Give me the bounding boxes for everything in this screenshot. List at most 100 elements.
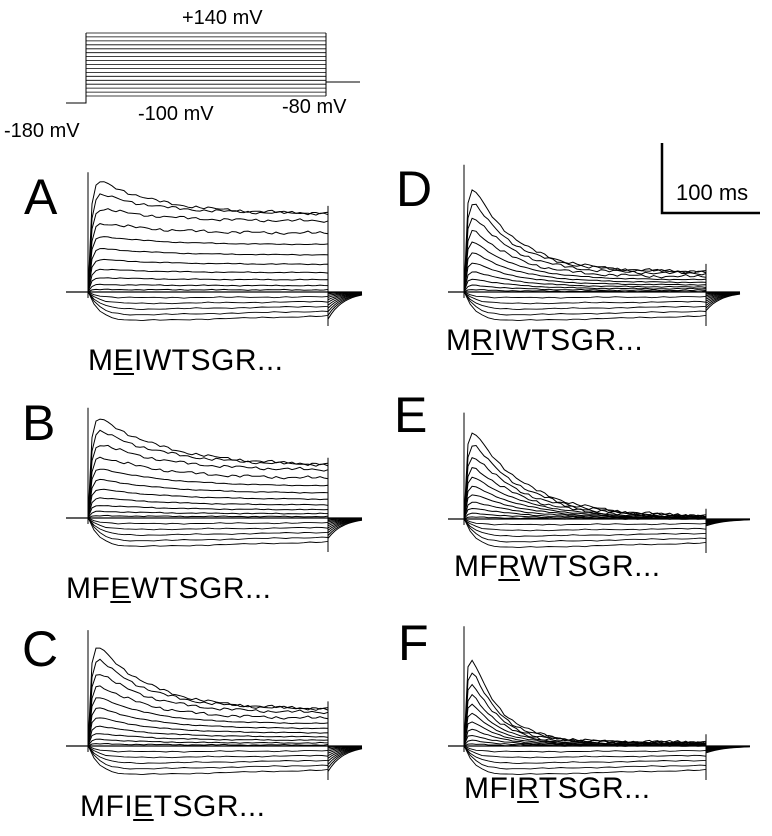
panel-C-traces [66, 630, 363, 780]
sequence-c-suffix: TSGR... [153, 790, 266, 823]
sequence-f-suffix: TSGR... [538, 772, 651, 805]
current-trace [463, 467, 751, 524]
current-trace [87, 725, 363, 752]
panel-F-traces [448, 626, 751, 780]
panel-D-traces [448, 164, 741, 326]
current-trace [87, 208, 363, 314]
inward-current-trace [463, 518, 707, 549]
inward-current-trace [463, 745, 707, 776]
inward-current-trace [463, 744, 707, 770]
current-trace [87, 738, 362, 749]
inward-current-trace [87, 518, 329, 531]
current-trace [87, 497, 363, 523]
current-trace [87, 685, 363, 763]
current-trace [87, 283, 362, 295]
current-trace [463, 252, 741, 300]
current-trace [87, 707, 363, 757]
panel-letter-c: C [22, 621, 59, 677]
inward-current-trace [463, 290, 707, 316]
inward-current-trace [463, 744, 707, 765]
current-trace [87, 505, 363, 522]
current-trace [87, 468, 363, 529]
sequence-d-prefix: M [446, 324, 472, 357]
panel-letter-a: A [24, 169, 58, 225]
inward-current-trace [87, 745, 329, 753]
sequence-label-f: MFIRTSGR... [464, 774, 651, 804]
panel-E-traces [448, 412, 751, 553]
sequence-label-d: MRIWTSGR... [446, 326, 643, 356]
panel-letter-d: D [396, 161, 433, 217]
current-trace [87, 288, 362, 294]
current-trace [463, 262, 741, 298]
current-trace [463, 189, 741, 312]
voltage-protocol [66, 32, 360, 104]
current-trace [463, 284, 741, 294]
inward-current-trace [463, 517, 707, 543]
inward-current-trace [87, 516, 329, 537]
sequence-label-c: MFIETSGR... [80, 792, 266, 822]
current-trace [87, 268, 363, 299]
current-trace [87, 418, 363, 540]
sequence-b-suffix: WTSGR... [130, 572, 272, 605]
current-trace [87, 647, 363, 774]
protocol-tail-voltage-label: -80 mV [282, 96, 347, 118]
sequence-e-mutation: R [498, 550, 520, 583]
current-trace [87, 733, 362, 750]
sequence-a-suffix: IWTSGR... [134, 344, 284, 377]
sequence-label-e: MFRWTSGR... [454, 552, 661, 582]
inward-current-trace [87, 517, 329, 525]
current-trace [87, 456, 363, 532]
panel-letter-b: B [22, 395, 56, 451]
current-trace [87, 717, 363, 754]
protocol-step-voltage-label: -100 mV [138, 103, 214, 125]
current-trace [87, 510, 363, 520]
current-trace [463, 271, 741, 297]
sequence-a-mutation: E [113, 344, 135, 377]
inward-current-trace [87, 292, 329, 305]
current-trace [463, 432, 751, 527]
current-trace [87, 444, 363, 534]
sequence-d-mutation: R [471, 324, 494, 357]
current-trace [463, 659, 751, 754]
current-trace [87, 514, 363, 519]
panel-letter-f: F [398, 615, 429, 671]
inward-current-trace [87, 746, 329, 759]
inward-current-trace [87, 290, 329, 311]
inward-current-trace [87, 291, 329, 322]
panel-A-traces [66, 172, 363, 326]
current-trace [87, 223, 363, 310]
scale-bar-line [660, 143, 760, 215]
current-trace [463, 278, 740, 295]
sequence-f-mutation: R [517, 772, 539, 805]
inward-current-trace [87, 744, 329, 765]
sequence-b-prefix: MF [66, 572, 111, 605]
inward-current-trace [463, 519, 707, 532]
current-trace [87, 236, 363, 307]
sequence-a-prefix: M [88, 344, 114, 377]
current-trace [87, 193, 363, 317]
current-trace [463, 693, 751, 751]
current-trace [87, 478, 363, 527]
scale-bar-label: 100 ms [676, 180, 749, 205]
inward-current-trace [463, 292, 707, 305]
sequence-e-suffix: WTSGR... [519, 550, 661, 583]
current-trace [463, 672, 751, 753]
inward-current-trace [463, 746, 707, 759]
protocol-top-voltage-label: +140 mV [182, 7, 263, 29]
sequence-c-prefix: MFI [80, 790, 134, 823]
current-trace [87, 247, 363, 304]
current-trace [463, 229, 741, 305]
current-trace [87, 258, 363, 301]
sequence-f-prefix: MFI [464, 772, 518, 805]
panel-B-traces [66, 407, 363, 552]
current-trace [87, 488, 363, 525]
inward-current-trace [87, 517, 329, 548]
inward-current-trace [463, 291, 707, 322]
inward-current-trace [87, 290, 329, 316]
protocol-hold-voltage-label: -180 mV [4, 120, 80, 142]
sequence-c-mutation: E [133, 790, 154, 823]
current-trace [87, 181, 363, 321]
inward-current-trace [463, 291, 707, 299]
inward-current-trace [463, 745, 707, 753]
